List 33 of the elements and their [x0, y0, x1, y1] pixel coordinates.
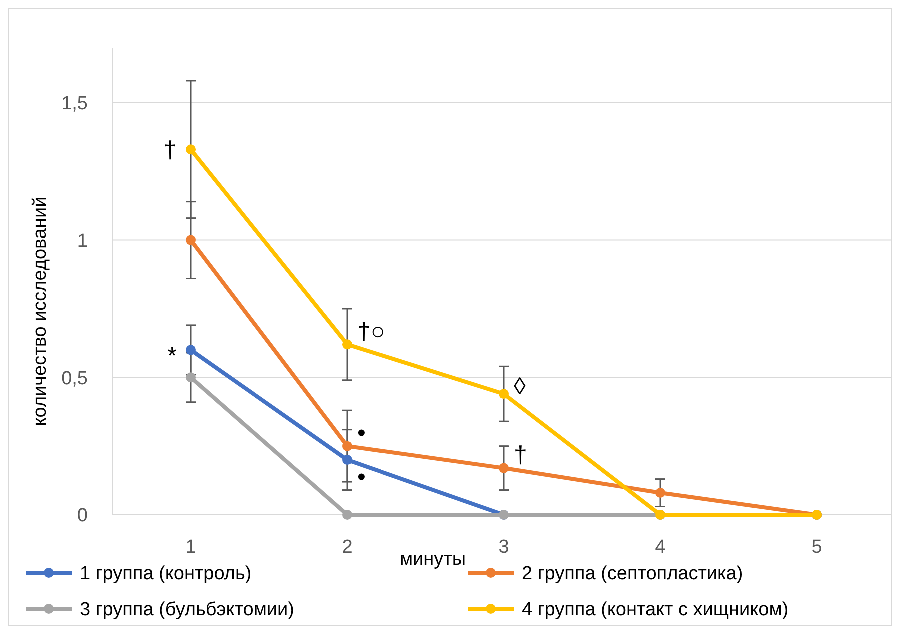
- point: [342, 441, 352, 452]
- point: [342, 510, 352, 520]
- annotation: •: [358, 464, 366, 491]
- x-tick-label: 2: [342, 537, 353, 558]
- point: [342, 340, 352, 350]
- annotation: •: [358, 420, 366, 447]
- legend-label: 2 группа (септопластика): [522, 564, 744, 585]
- point: [656, 488, 666, 498]
- point: [186, 235, 196, 246]
- point: [499, 389, 509, 400]
- point: [186, 144, 196, 155]
- x-tick-label: 1: [186, 537, 196, 558]
- y-tick-label: 0,5: [62, 368, 88, 390]
- annotation: †: [164, 137, 177, 164]
- legend-label: 4 группа (контакт с хищником): [522, 600, 789, 621]
- annotation: ◊: [514, 373, 526, 400]
- point: [499, 463, 509, 474]
- x-tick-label: 3: [498, 537, 510, 558]
- annotation: *: [168, 343, 177, 370]
- x-tick-label: 5: [812, 537, 822, 558]
- point: [186, 345, 196, 356]
- y-axis-title: количество исследований: [30, 196, 51, 426]
- y-tick-label: 1: [77, 230, 88, 252]
- point: [186, 372, 196, 383]
- y-tick-label: 1,5: [62, 94, 88, 115]
- legend-label: 1 группа (контроль): [80, 564, 252, 585]
- annotation: †○: [358, 318, 386, 346]
- legend-label: 3 группа (бульбэктомии): [80, 600, 294, 621]
- x-axis-title: минуты: [400, 549, 466, 570]
- x-tick-label: 4: [655, 537, 666, 558]
- annotation: †: [514, 442, 528, 469]
- y-tick-label: 0: [77, 506, 88, 527]
- point: [342, 455, 352, 466]
